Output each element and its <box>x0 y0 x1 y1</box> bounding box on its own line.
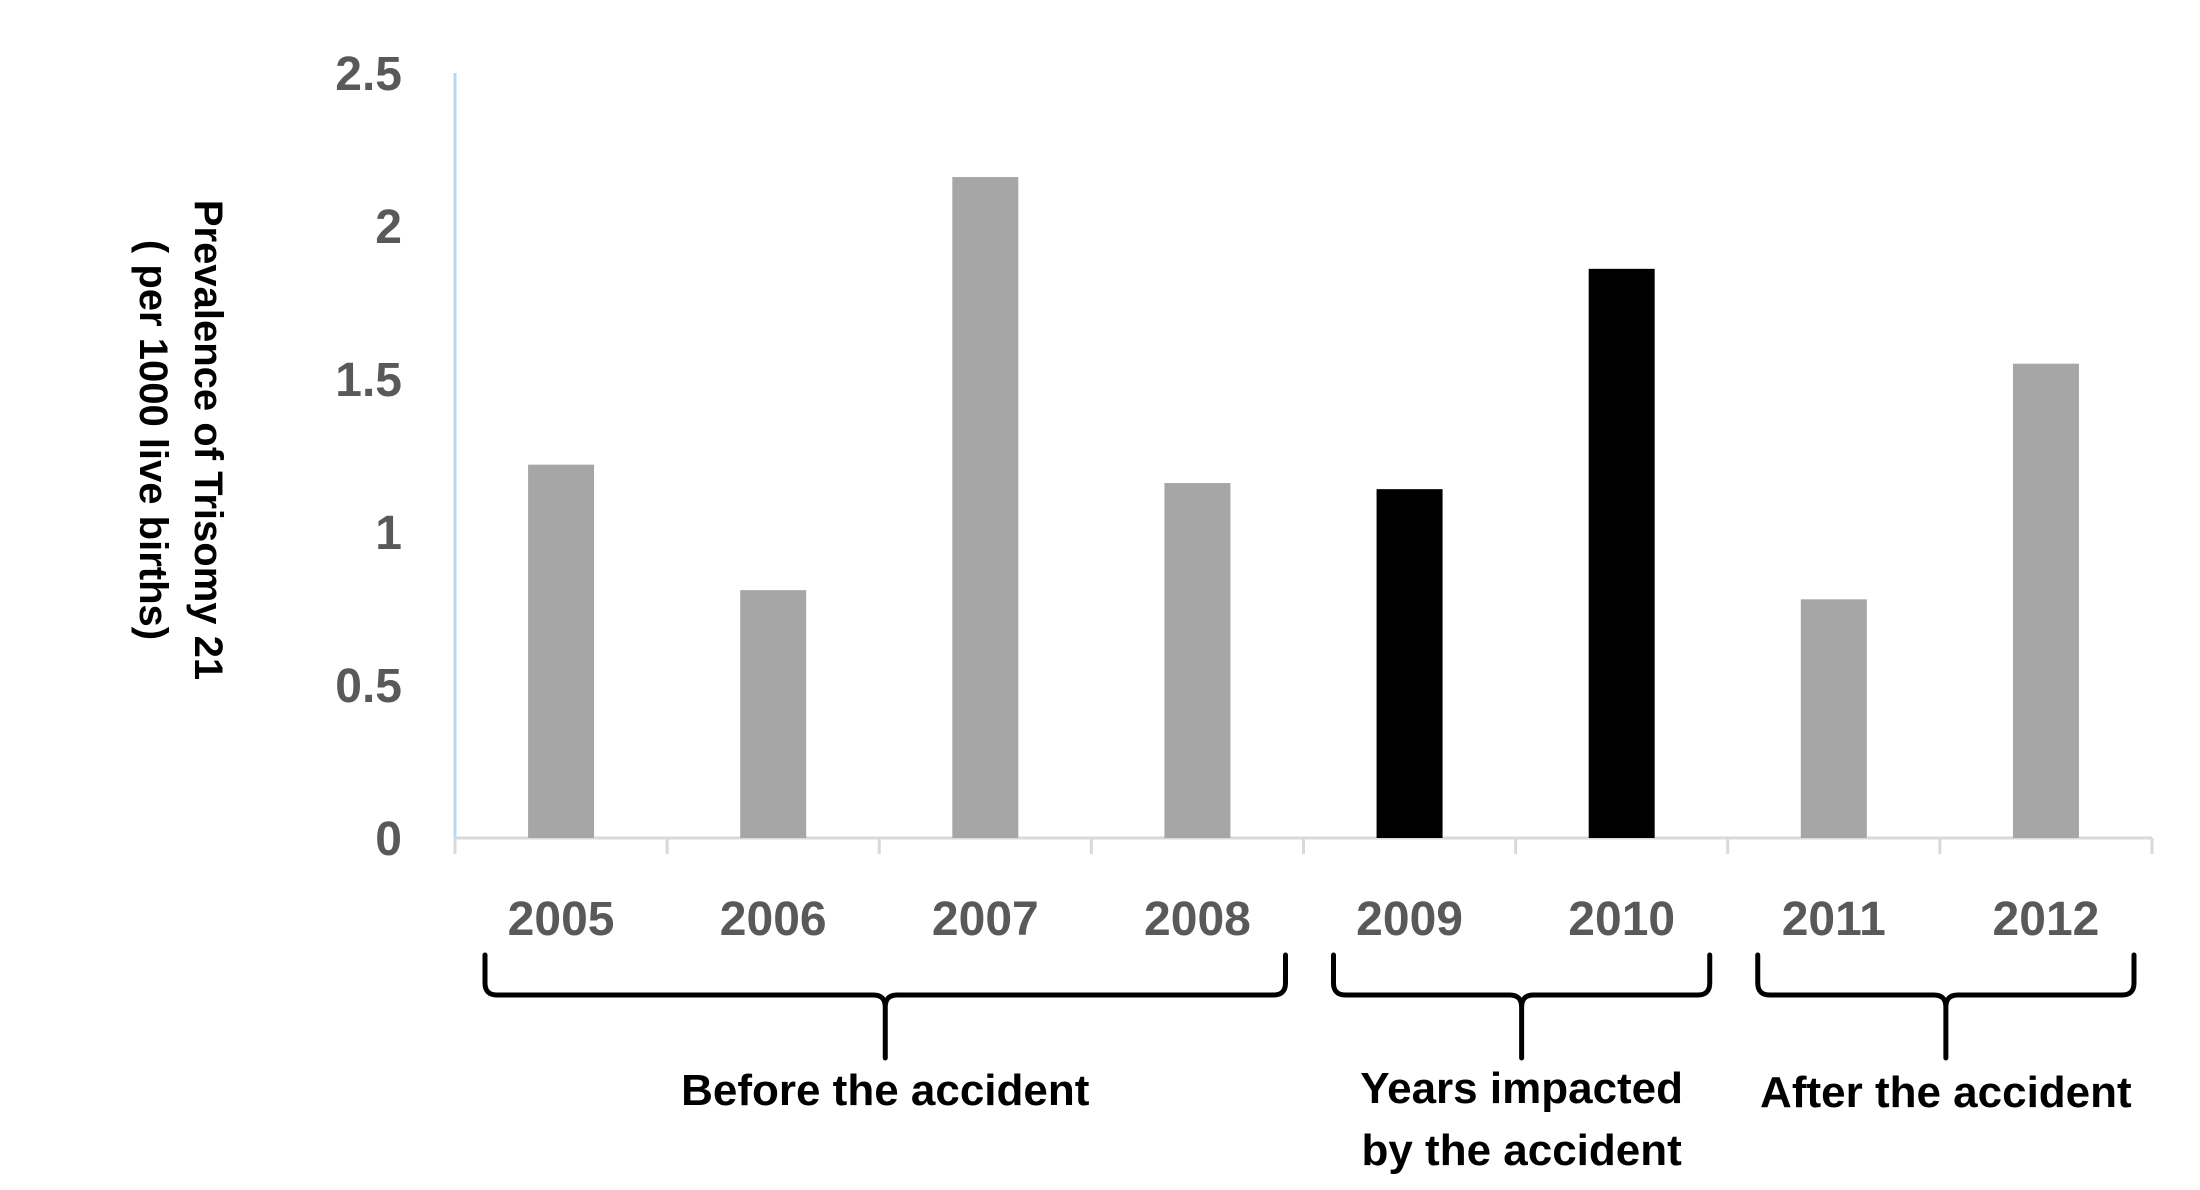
y-tick-label: 2 <box>375 201 402 254</box>
y-tick-label: 1 <box>375 507 402 560</box>
x-tick-label: 2007 <box>932 893 1039 946</box>
x-tick-label: 2005 <box>508 893 615 946</box>
y-tick-label: 2.5 <box>335 48 402 101</box>
group-label: Before the accident <box>681 1066 1090 1115</box>
y-axis-title: Prevalence of Trisomy 21 ( per 1000 live… <box>131 200 230 680</box>
y-tick-label: 0 <box>375 813 402 866</box>
y-axis-title-line-1: Prevalence of Trisomy 21 <box>186 200 230 680</box>
x-tick-labels: 2005 2006 2007 2008 2009 2010 2011 2012 <box>508 893 2100 946</box>
y-tick-label: 1.5 <box>335 354 402 407</box>
y-tick-labels: 0 0.5 1 1.5 2 2.5 <box>335 48 402 866</box>
group-label: After the accident <box>1760 1068 2132 1117</box>
bar-2009 <box>1376 489 1443 838</box>
y-axis-title-line-2: ( per 1000 live births) <box>131 240 175 640</box>
bar-2012 <box>2012 363 2079 838</box>
x-tick-label: 2006 <box>720 893 827 946</box>
period-groups: Before the accident Years impacted by the … <box>482 952 2137 1175</box>
bar-2011 <box>1800 599 1867 838</box>
x-tick-label: 2010 <box>1568 893 1675 946</box>
bar-2006 <box>740 590 807 838</box>
bar-2010 <box>1588 268 1655 839</box>
x-tick-label: 2009 <box>1356 893 1463 946</box>
group-label: Years impacted <box>1360 1064 1683 1113</box>
x-tick-label: 2011 <box>1782 893 1886 946</box>
group-brace <box>1755 952 2137 1061</box>
y-tick-label: 0.5 <box>335 660 402 713</box>
group-label: by the accident <box>1361 1126 1682 1175</box>
group-brace <box>482 952 1288 1061</box>
bars <box>528 177 2079 839</box>
x-tick-label: 2008 <box>1144 893 1251 946</box>
x-tick-marks <box>453 838 2154 854</box>
bar-2008 <box>1164 483 1231 838</box>
x-tick-label: 2012 <box>1993 893 2100 946</box>
bar-2005 <box>528 464 595 838</box>
group-brace <box>1331 952 1713 1061</box>
bar-2007 <box>952 177 1019 839</box>
